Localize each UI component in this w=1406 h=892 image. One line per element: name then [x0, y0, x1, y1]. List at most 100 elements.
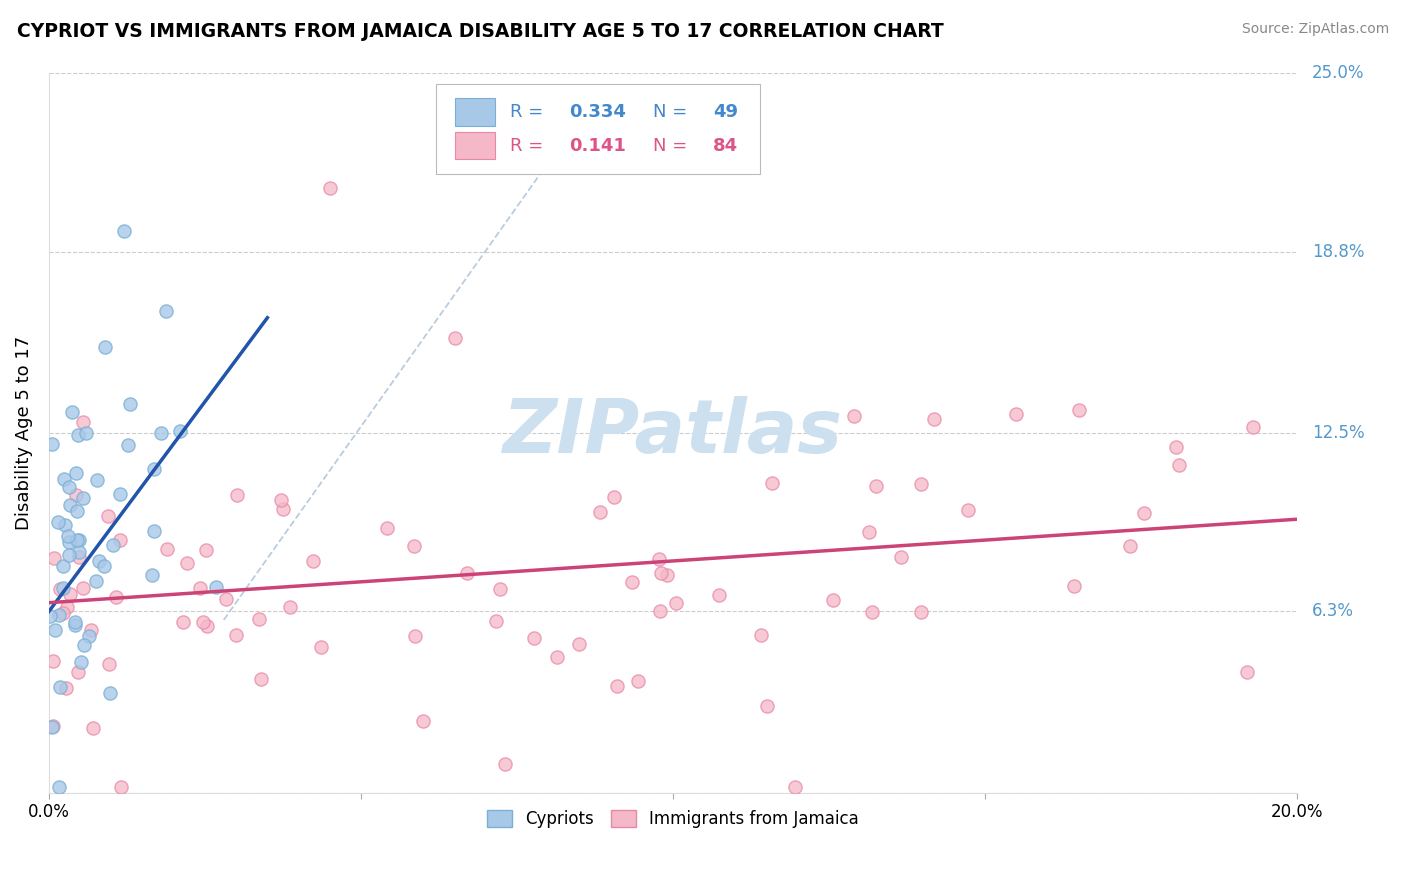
Point — [523, 631, 546, 645]
Point — [58, 480, 80, 494]
Point — [82, 721, 104, 735]
FancyBboxPatch shape — [436, 84, 761, 174]
Point — [603, 490, 626, 504]
Point — [785, 780, 807, 794]
Point — [443, 331, 465, 345]
Point — [44, 551, 66, 566]
Point — [621, 575, 644, 590]
Y-axis label: Disability Age 5 to 17: Disability Age 5 to 17 — [15, 335, 32, 530]
Legend: Cypriots, Immigrants from Jamaica: Cypriots, Immigrants from Jamaica — [481, 803, 866, 835]
Point — [94, 339, 117, 353]
Point — [65, 488, 87, 502]
Point — [41, 437, 63, 451]
Point — [96, 509, 118, 524]
Point — [49, 680, 72, 694]
Point — [665, 596, 688, 610]
Point — [858, 525, 880, 540]
Point — [271, 501, 294, 516]
Point — [52, 472, 75, 486]
Point — [1168, 458, 1191, 473]
Point — [67, 550, 90, 565]
Point — [890, 550, 912, 565]
Point — [120, 397, 142, 411]
Point — [65, 504, 87, 518]
Point — [39, 609, 62, 624]
Point — [191, 615, 214, 629]
Point — [112, 224, 135, 238]
Point — [44, 623, 66, 637]
Point — [52, 581, 75, 595]
Point — [59, 498, 82, 512]
Text: CYPRIOT VS IMMIGRANTS FROM JAMAICA DISABILITY AGE 5 TO 17 CORRELATION CHART: CYPRIOT VS IMMIGRANTS FROM JAMAICA DISAB… — [17, 22, 943, 41]
Point — [73, 638, 96, 652]
Point — [98, 657, 121, 671]
Point — [302, 554, 325, 568]
Point — [66, 533, 89, 547]
Text: 84: 84 — [713, 136, 738, 154]
Point — [247, 612, 270, 626]
Point — [1063, 579, 1085, 593]
Point — [65, 615, 87, 630]
Point — [65, 466, 87, 480]
Point — [1243, 420, 1265, 434]
Point — [77, 629, 100, 643]
Text: 0.141: 0.141 — [569, 136, 626, 154]
Point — [249, 673, 271, 687]
Point — [375, 520, 398, 534]
Text: 0.334: 0.334 — [569, 103, 626, 121]
Point — [72, 415, 94, 429]
Text: 49: 49 — [713, 103, 738, 121]
Bar — [454, 98, 495, 126]
Text: 6.3%: 6.3% — [1312, 602, 1354, 620]
Point — [494, 756, 516, 771]
Point — [87, 554, 110, 568]
Text: ZIPatlas: ZIPatlas — [503, 396, 844, 469]
Point — [67, 428, 90, 442]
Point — [215, 591, 238, 606]
Point — [156, 542, 179, 557]
Point — [141, 568, 163, 582]
Point — [93, 559, 115, 574]
Point — [56, 529, 79, 543]
Point — [749, 628, 772, 642]
Point — [404, 629, 426, 643]
Point — [860, 605, 883, 619]
Point — [627, 673, 650, 688]
Point — [650, 604, 672, 618]
Point — [117, 438, 139, 452]
Point — [1236, 665, 1258, 679]
Point — [489, 582, 512, 597]
Point — [844, 409, 866, 424]
Point — [270, 493, 292, 508]
Point — [55, 517, 77, 532]
Point — [75, 426, 97, 441]
Point — [589, 505, 612, 519]
Point — [101, 537, 124, 551]
Point — [1166, 440, 1188, 454]
Point — [49, 582, 72, 596]
Point — [650, 566, 672, 580]
Point — [67, 545, 90, 559]
Point — [319, 181, 342, 195]
Point — [55, 681, 77, 696]
Point — [226, 488, 249, 502]
Point — [150, 425, 173, 440]
Point — [957, 503, 980, 517]
Point — [48, 608, 70, 623]
Point — [169, 425, 191, 439]
Point — [142, 524, 165, 538]
Point — [922, 412, 945, 426]
Point — [1067, 402, 1090, 417]
Point — [225, 628, 247, 642]
Point — [65, 617, 87, 632]
Point — [657, 567, 679, 582]
Text: 25.0%: 25.0% — [1312, 64, 1365, 82]
Text: R =: R = — [509, 103, 548, 121]
Point — [606, 679, 628, 693]
Point — [280, 600, 302, 615]
Point — [1005, 408, 1028, 422]
Point — [821, 593, 844, 607]
Point — [46, 515, 69, 529]
Point — [194, 543, 217, 558]
Point — [568, 637, 591, 651]
